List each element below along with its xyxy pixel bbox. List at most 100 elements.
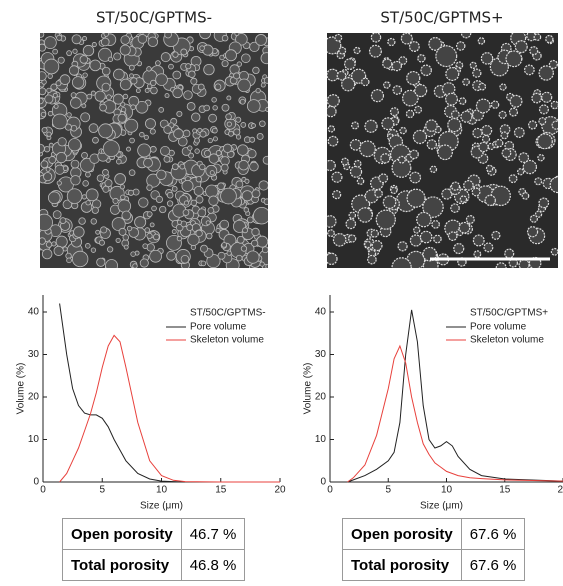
particle (149, 145, 157, 153)
particle (172, 70, 182, 80)
particle (371, 240, 383, 252)
particle (513, 127, 525, 138)
data-line (347, 344, 563, 483)
particle (127, 189, 135, 196)
particle (164, 93, 170, 99)
particle (130, 104, 136, 111)
particle (551, 120, 558, 130)
particle (46, 131, 52, 137)
particle (239, 98, 246, 105)
particle (390, 186, 398, 195)
particle (263, 198, 268, 206)
particle (233, 128, 241, 136)
particle (412, 129, 428, 145)
particle (59, 74, 71, 85)
particle (123, 244, 129, 250)
particle (426, 139, 437, 150)
legend-label: Skeleton volume (190, 335, 264, 346)
particle (40, 237, 46, 245)
table: Open porosity 67.6 % Total porosity 67.6 % (342, 518, 526, 581)
y-tick-label: 10 (28, 434, 40, 445)
particle (66, 188, 83, 204)
particle (54, 164, 65, 175)
particle (370, 33, 382, 43)
particle (145, 118, 156, 130)
particle (534, 177, 543, 186)
cell: Total porosity (62, 549, 182, 581)
particle (409, 149, 419, 160)
particle (166, 250, 177, 261)
particle (460, 33, 472, 39)
particle (414, 84, 428, 98)
particle (62, 199, 73, 210)
particle (146, 184, 153, 191)
particle (146, 173, 161, 188)
particle (195, 229, 203, 237)
particle (102, 169, 109, 176)
particle (263, 77, 268, 84)
particle (149, 249, 162, 263)
particle (538, 65, 554, 81)
particle (387, 37, 396, 47)
particle (428, 37, 443, 51)
particle (437, 144, 453, 161)
particle (240, 122, 247, 128)
particle (221, 34, 229, 42)
particle (481, 124, 493, 136)
particle (347, 234, 357, 243)
particle (114, 173, 126, 185)
particle (81, 194, 87, 200)
particle (212, 136, 218, 142)
particle (120, 194, 126, 200)
x-axis-label: Size (μm) (140, 501, 183, 512)
particle (146, 243, 155, 252)
particle (225, 113, 232, 121)
y-tick-label: 20 (28, 392, 40, 403)
particle (47, 73, 53, 79)
particle (176, 110, 183, 117)
particle (183, 90, 193, 100)
particle (237, 78, 251, 93)
particle (521, 192, 530, 200)
particle (199, 163, 206, 171)
particle (417, 54, 426, 63)
particle (258, 180, 268, 191)
particle (163, 125, 172, 134)
particle (211, 97, 217, 103)
particle (106, 94, 112, 101)
particle (82, 44, 95, 57)
particle (332, 190, 342, 200)
particle (119, 184, 125, 190)
particle (144, 227, 151, 233)
particle (100, 37, 110, 47)
particle (172, 87, 183, 99)
particle (195, 195, 204, 204)
particle (70, 175, 81, 186)
particle (341, 77, 356, 92)
particle (523, 64, 535, 76)
particle (193, 185, 204, 196)
cell: 67.6 % (460, 518, 526, 550)
particle (490, 100, 500, 109)
particle (478, 141, 489, 153)
particle (195, 176, 202, 183)
particle (88, 123, 99, 134)
particle (115, 237, 121, 244)
particle (537, 154, 545, 162)
particle (56, 34, 63, 41)
particle (221, 103, 230, 112)
particle (550, 100, 558, 110)
particle (402, 89, 419, 107)
particle (40, 43, 47, 52)
particle (450, 181, 461, 191)
particle (52, 92, 58, 98)
particle (498, 110, 507, 119)
particle (399, 126, 407, 135)
particle (207, 207, 215, 214)
particle (146, 83, 153, 90)
particle (233, 72, 241, 80)
particle (155, 60, 161, 66)
particle (40, 160, 49, 169)
particle (353, 159, 362, 168)
particle (94, 90, 106, 102)
